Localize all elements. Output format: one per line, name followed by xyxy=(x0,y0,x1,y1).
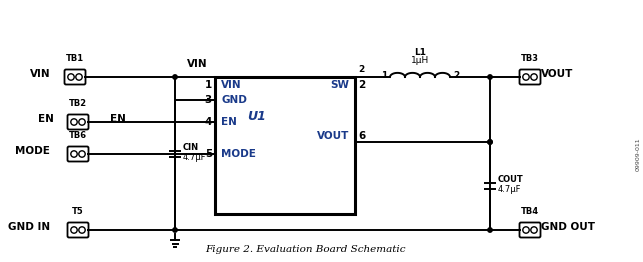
Text: 2: 2 xyxy=(358,64,364,74)
Text: T5: T5 xyxy=(72,207,84,216)
Circle shape xyxy=(173,75,177,79)
Circle shape xyxy=(488,228,492,232)
Text: U1: U1 xyxy=(248,111,266,123)
Text: VOUT: VOUT xyxy=(316,131,349,141)
Text: 1: 1 xyxy=(381,70,387,79)
Text: TB4: TB4 xyxy=(521,207,539,216)
Text: TB2: TB2 xyxy=(69,99,87,108)
Text: 1µH: 1µH xyxy=(411,56,429,65)
Text: 2: 2 xyxy=(358,80,365,90)
Text: GND OUT: GND OUT xyxy=(541,222,595,232)
Text: L1: L1 xyxy=(414,48,426,57)
Text: Figure 2. Evaluation Board Schematic: Figure 2. Evaluation Board Schematic xyxy=(204,245,405,254)
Text: MODE: MODE xyxy=(221,149,256,159)
Text: VIN: VIN xyxy=(30,69,51,79)
Text: 09909-011: 09909-011 xyxy=(635,137,640,171)
Text: CIN: CIN xyxy=(183,143,199,152)
Text: EN: EN xyxy=(110,114,126,124)
Text: GND IN: GND IN xyxy=(8,222,50,232)
Text: 4: 4 xyxy=(204,117,212,127)
Text: 5: 5 xyxy=(204,149,212,159)
Text: MODE: MODE xyxy=(15,146,50,156)
Text: SW: SW xyxy=(330,80,349,90)
Text: COUT: COUT xyxy=(498,176,524,184)
Text: 2: 2 xyxy=(453,70,459,79)
Text: VIN: VIN xyxy=(221,80,242,90)
Text: TB3: TB3 xyxy=(521,54,539,63)
Text: 1: 1 xyxy=(204,80,212,90)
Circle shape xyxy=(173,228,177,232)
Bar xyxy=(215,77,355,214)
Text: 3: 3 xyxy=(204,95,212,105)
Text: EN: EN xyxy=(38,114,54,124)
Text: VIN: VIN xyxy=(186,59,207,69)
Text: 4.7µF: 4.7µF xyxy=(183,153,206,162)
Text: TB6: TB6 xyxy=(69,131,87,140)
Text: GND: GND xyxy=(221,95,247,105)
Text: VOUT: VOUT xyxy=(541,69,574,79)
Circle shape xyxy=(488,75,492,79)
Circle shape xyxy=(488,140,492,144)
Text: EN: EN xyxy=(221,117,237,127)
Circle shape xyxy=(488,140,492,144)
Text: 6: 6 xyxy=(358,131,365,141)
Text: 4.7µF: 4.7µF xyxy=(498,185,521,194)
Text: TB1: TB1 xyxy=(66,54,84,63)
